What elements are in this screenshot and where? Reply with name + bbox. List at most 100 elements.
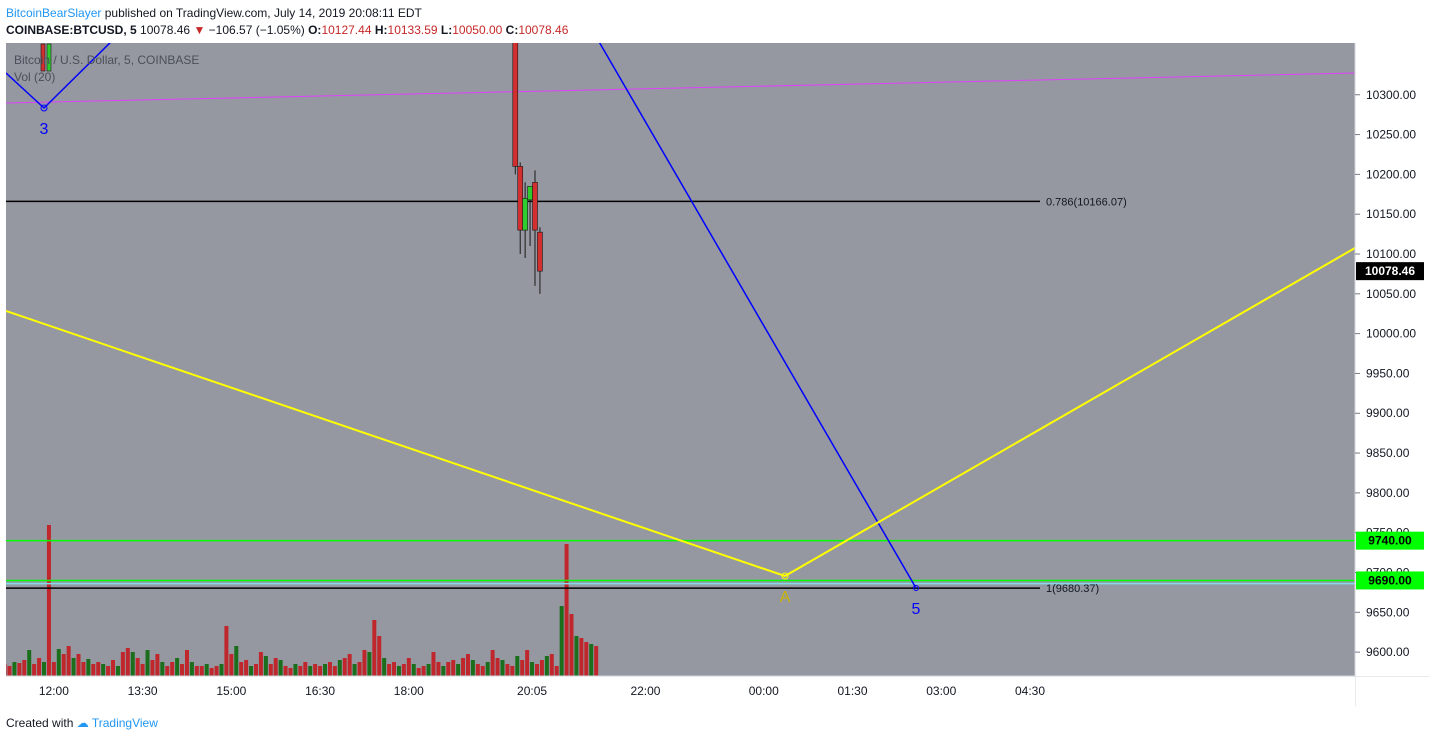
volume-bar bbox=[204, 664, 209, 676]
symbol-label: COINBASE:BTCUSD, 5 bbox=[6, 23, 137, 37]
volume-bar bbox=[515, 656, 520, 676]
y-tick-label: 9950.00 bbox=[1366, 366, 1410, 380]
volume-bar bbox=[382, 658, 387, 676]
volume-bar bbox=[461, 658, 466, 676]
tradingview-link[interactable]: TradingView bbox=[91, 716, 158, 730]
candle-body[interactable] bbox=[527, 186, 533, 201]
volume-bar bbox=[111, 660, 116, 676]
volume-bar bbox=[554, 666, 559, 676]
volume-bar bbox=[115, 666, 120, 676]
publish-info: BitcoinBearSlayer published on TradingVi… bbox=[6, 4, 1426, 22]
volume-bar bbox=[392, 662, 397, 676]
volume-bar bbox=[46, 525, 51, 676]
wave-label-a: A bbox=[780, 589, 791, 606]
volume-bar bbox=[594, 646, 599, 676]
volume-bar bbox=[303, 662, 308, 676]
volume-bar bbox=[37, 658, 42, 676]
y-tick-label: 9600.00 bbox=[1366, 645, 1410, 659]
volume-bar bbox=[436, 662, 441, 676]
wave-point-a[interactable] bbox=[781, 572, 789, 580]
wave-point-5[interactable] bbox=[913, 585, 919, 591]
volume-bar bbox=[180, 664, 185, 676]
volume-bar bbox=[22, 660, 27, 676]
volume-bar bbox=[0, 654, 2, 676]
x-tick-label: 00:00 bbox=[749, 684, 779, 698]
volume-bar bbox=[76, 654, 81, 676]
volume-bar bbox=[155, 654, 160, 676]
volume-bar bbox=[86, 659, 91, 676]
wave-point-3[interactable] bbox=[40, 104, 48, 112]
volume-bar bbox=[51, 662, 56, 676]
volume-bar bbox=[234, 646, 239, 676]
volume-bar bbox=[377, 636, 382, 676]
volume-bar bbox=[288, 668, 293, 676]
volume-bar bbox=[332, 666, 337, 676]
volume-bar bbox=[456, 664, 461, 676]
volume-bar bbox=[120, 652, 125, 676]
volume-bar bbox=[475, 664, 480, 676]
x-tick-label: 18:00 bbox=[394, 684, 424, 698]
y-tick-label: 10150.00 bbox=[1366, 207, 1416, 221]
volume-bar bbox=[229, 654, 234, 676]
y-tick-label: 9650.00 bbox=[1366, 605, 1410, 619]
volume-bar bbox=[406, 658, 411, 676]
volume-bar bbox=[441, 666, 446, 676]
chart-pane[interactable] bbox=[6, 43, 1355, 676]
low-value: 10050.00 bbox=[452, 23, 503, 37]
volume-bar bbox=[490, 650, 495, 676]
fib-level-label: 0.786(10166.07) bbox=[1046, 196, 1127, 208]
volume-bar bbox=[530, 662, 535, 676]
x-tick-label: 16:30 bbox=[305, 684, 335, 698]
candle-body[interactable] bbox=[40, 43, 46, 72]
author-link[interactable]: BitcoinBearSlayer bbox=[6, 6, 102, 20]
volume-bar bbox=[308, 666, 313, 676]
volume-bar bbox=[106, 666, 111, 676]
volume-bar bbox=[367, 652, 372, 676]
volume-bar bbox=[357, 662, 362, 676]
price-axis[interactable] bbox=[1356, 43, 1430, 676]
time-axis[interactable] bbox=[6, 677, 1355, 706]
candle-body[interactable] bbox=[46, 43, 52, 72]
volume-bar bbox=[71, 658, 76, 676]
tradingview-logo-icon[interactable]: ☁ bbox=[76, 716, 89, 730]
down-arrow-icon: ▼ bbox=[193, 23, 206, 37]
last-price: 10078.46 bbox=[140, 23, 191, 37]
volume-bar bbox=[396, 666, 401, 676]
volume-bar bbox=[91, 664, 96, 676]
volume-bar bbox=[130, 652, 135, 676]
fib-level-label: 1(9680.37) bbox=[1046, 583, 1099, 595]
candle-body[interactable] bbox=[512, 23, 519, 167]
trend-channel-line[interactable] bbox=[6, 72, 1355, 104]
volume-bar bbox=[525, 650, 530, 676]
volume-bar bbox=[318, 666, 323, 676]
candle-body[interactable] bbox=[522, 197, 528, 231]
volume-bar bbox=[273, 658, 278, 676]
volume-bar bbox=[401, 664, 406, 676]
change-value: −106.57 (−1.05%) bbox=[208, 23, 305, 37]
candle-body[interactable] bbox=[517, 166, 524, 231]
volume-bar bbox=[564, 544, 569, 676]
x-tick-label: 12:00 bbox=[39, 684, 69, 698]
volume-bar bbox=[268, 664, 273, 676]
candle-body[interactable] bbox=[532, 182, 538, 231]
volume-bar bbox=[219, 664, 224, 676]
volume-bar bbox=[170, 662, 175, 676]
wave-line-5[interactable] bbox=[598, 40, 917, 589]
open-value: 10127.44 bbox=[321, 23, 372, 37]
wave-line-3[interactable] bbox=[6, 33, 120, 110]
abc-projection-line[interactable] bbox=[6, 247, 1355, 578]
volume-bar bbox=[189, 662, 194, 676]
volume-bar bbox=[244, 660, 249, 676]
volume-bar bbox=[32, 664, 37, 676]
volume-bar bbox=[81, 662, 86, 676]
volume-bar bbox=[426, 664, 431, 676]
volume-bar bbox=[96, 662, 101, 676]
x-tick-label: 03:00 bbox=[926, 684, 956, 698]
volume-bar bbox=[544, 656, 549, 676]
candle-body[interactable] bbox=[537, 231, 543, 272]
volume-bar bbox=[559, 606, 564, 676]
ohlc-bar: COINBASE:BTCUSD, 5 10078.46 ▼ −106.57 (−… bbox=[6, 22, 1426, 38]
volume-bar bbox=[431, 652, 436, 676]
high-value: 10133.59 bbox=[387, 23, 438, 37]
